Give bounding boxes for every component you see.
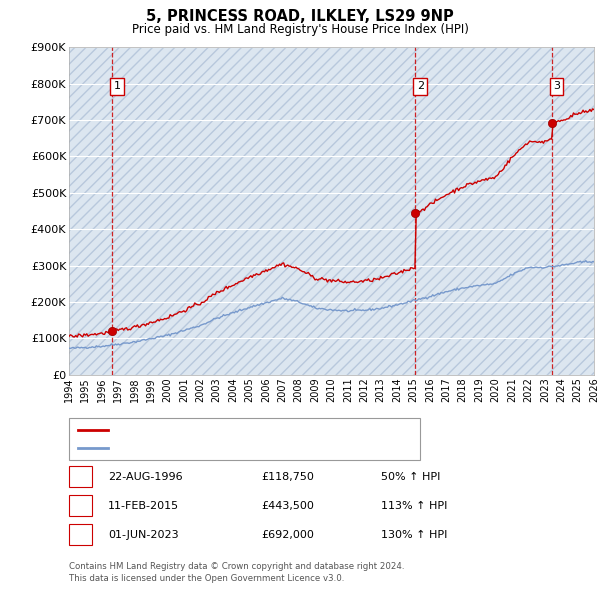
Bar [217,47,233,375]
Text: £692,000: £692,000 [261,530,314,539]
Text: 22-AUG-1996: 22-AUG-1996 [108,472,182,481]
Text: 5, PRINCESS ROAD, ILKLEY, LS29 9NP (detached house): 5, PRINCESS ROAD, ILKLEY, LS29 9NP (deta… [114,425,404,435]
Text: 01-JUN-2023: 01-JUN-2023 [108,530,179,539]
Text: HPI: Average price, detached house, Bradford: HPI: Average price, detached house, Brad… [114,443,352,453]
Text: Price paid vs. HM Land Registry's House Price Index (HPI): Price paid vs. HM Land Registry's House … [131,23,469,36]
Text: This data is licensed under the Open Government Licence v3.0.: This data is licensed under the Open Gov… [69,573,344,583]
Text: 2: 2 [77,501,84,510]
Bar [102,47,118,375]
Text: 130% ↑ HPI: 130% ↑ HPI [381,530,448,539]
Bar [233,47,250,375]
Bar [512,47,529,375]
Bar [463,47,479,375]
Bar [250,47,266,375]
Text: 11-FEB-2015: 11-FEB-2015 [108,501,179,510]
Text: 113% ↑ HPI: 113% ↑ HPI [381,501,448,510]
Bar [381,47,397,375]
Bar [299,47,315,375]
Bar [578,47,594,375]
Bar [315,47,331,375]
Bar [446,47,463,375]
Bar [184,47,200,375]
Bar [529,47,545,375]
Text: £118,750: £118,750 [261,472,314,481]
Bar [430,47,446,375]
Text: 2: 2 [416,81,424,91]
Bar [479,47,496,375]
Text: 1: 1 [114,81,121,91]
Text: 1: 1 [77,472,84,481]
Bar [134,47,151,375]
Bar [200,47,217,375]
Text: 5, PRINCESS ROAD, ILKLEY, LS29 9NP: 5, PRINCESS ROAD, ILKLEY, LS29 9NP [146,9,454,24]
Bar [594,47,600,375]
Bar [282,47,299,375]
Bar [69,47,85,375]
Text: Contains HM Land Registry data © Crown copyright and database right 2024.: Contains HM Land Registry data © Crown c… [69,562,404,571]
Bar [397,47,413,375]
Bar [348,47,364,375]
Bar [167,47,184,375]
Bar [266,47,282,375]
Bar [331,47,348,375]
Bar [413,47,430,375]
Bar [364,47,381,375]
Bar [151,47,167,375]
Bar [496,47,512,375]
Text: 3: 3 [77,530,84,539]
Bar [85,47,102,375]
Text: 3: 3 [553,81,560,91]
Bar [545,47,561,375]
Text: £443,500: £443,500 [261,501,314,510]
Text: 50% ↑ HPI: 50% ↑ HPI [381,472,440,481]
Bar [561,47,578,375]
Bar [118,47,134,375]
